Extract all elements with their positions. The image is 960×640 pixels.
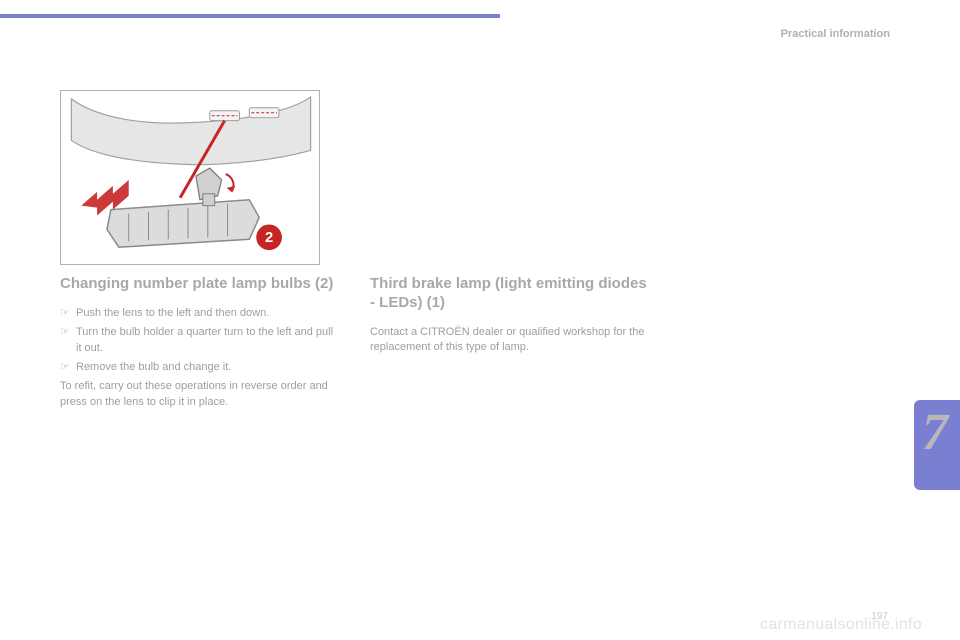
heading-number-plate-lamp: Changing number plate lamp bulbs (2) <box>60 275 340 294</box>
dealer-note: Contact a CITROËN dealer or qualified wo… <box>370 325 650 356</box>
step-bullet-icon: ☞ <box>60 306 76 321</box>
chapter-number: 7 <box>922 403 948 462</box>
step-text: Turn the bulb holder a quarter turn to t… <box>76 325 340 356</box>
step-text: Push the lens to the left and then down. <box>76 306 340 321</box>
step-item: ☞ Turn the bulb holder a quarter turn to… <box>60 325 340 356</box>
figure-number-plate-lamp: 2 <box>60 90 320 265</box>
steps-list: ☞ Push the lens to the left and then dow… <box>60 306 340 376</box>
heading-third-brake-lamp: Third brake lamp (light emitting diodes … <box>370 275 650 313</box>
watermark: carmanualsonline.info <box>760 616 922 634</box>
figure-svg: 2 <box>61 91 319 264</box>
section-label: Practical information <box>781 28 890 40</box>
column-right: Third brake lamp (light emitting diodes … <box>370 275 650 355</box>
step-text: Remove the bulb and change it. <box>76 360 340 375</box>
step-bullet-icon: ☞ <box>60 360 76 375</box>
figure-badge-label: 2 <box>265 230 273 246</box>
column-left: Changing number plate lamp bulbs (2) ☞ P… <box>60 275 340 410</box>
refit-note: To refit, carry out these operations in … <box>60 379 340 410</box>
step-bullet-icon: ☞ <box>60 325 76 356</box>
step-item: ☞ Remove the bulb and change it. <box>60 360 340 375</box>
top-rule <box>0 14 500 18</box>
step-item: ☞ Push the lens to the left and then dow… <box>60 306 340 321</box>
